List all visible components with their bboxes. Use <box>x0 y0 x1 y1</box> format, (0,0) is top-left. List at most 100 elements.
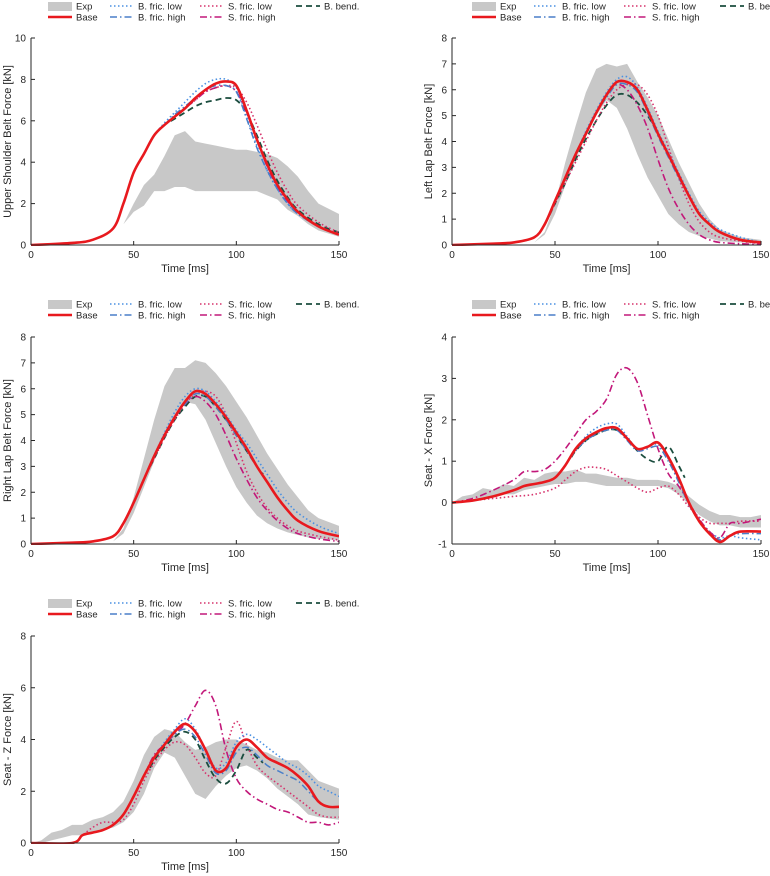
legend-label: B. bend. <box>748 300 770 311</box>
legend-label: S. fric. low <box>228 2 272 13</box>
legend-entry-b-fric-high: B. fric. high <box>110 610 186 621</box>
legend-label: Base <box>76 311 98 322</box>
legend-entry-s-fric-high: S. fric. high <box>624 13 700 24</box>
legend-label: Base <box>76 610 98 621</box>
legend-label: B. bend. <box>324 300 359 311</box>
series-line-s-fric-high <box>452 366 761 539</box>
x-tick-label: 100 <box>228 549 245 560</box>
y-tick-label: 7 <box>441 59 447 70</box>
legend: Exp B. fric. low S. fric. low B. bend. Base B… <box>472 2 770 24</box>
legend-entry-base: Base <box>48 13 98 24</box>
x-axis-label: Time [ms] <box>161 562 209 574</box>
legend-label: S. fric. low <box>228 599 272 610</box>
legend-entry-b-fric-low: B. fric. low <box>110 300 182 311</box>
series-line-base <box>452 425 761 544</box>
legend-entry-b-fric-low: B. fric. low <box>110 2 182 13</box>
legend-entry-s-fric-low: S. fric. low <box>200 599 272 610</box>
x-tick-label: 150 <box>331 549 348 560</box>
y-tick-label: 6 <box>20 683 26 694</box>
legend-entry-b-fric-high: B. fric. high <box>110 311 186 322</box>
series-line-s-fric-low <box>452 466 761 525</box>
x-axis-label: Time [ms] <box>583 562 631 574</box>
x-tick-label: 0 <box>449 250 455 261</box>
legend-swatch <box>472 2 496 11</box>
y-tick-label: 5 <box>441 111 447 122</box>
y-tick-label: 10 <box>15 34 27 45</box>
x-tick-label: 0 <box>28 848 34 859</box>
legend-entry-base: Base <box>48 610 98 621</box>
legend-entry-b-fric-low: B. fric. low <box>534 2 606 13</box>
legend-swatch <box>48 300 72 309</box>
legend-entry-s-fric-low: S. fric. low <box>200 2 272 13</box>
chart-left-lap: Exp B. fric. low S. fric. low B. bend. Base B… <box>423 2 770 276</box>
legend-entry-b-fric-high: B. fric. high <box>110 13 186 24</box>
series-line-s-fric-low <box>452 82 761 246</box>
legend-label: Exp <box>76 2 92 13</box>
y-axis-label: Right Lap Belt Force [kN] <box>2 379 14 502</box>
y-tick-label: 6 <box>20 116 26 127</box>
x-axis-label: Time [ms] <box>583 263 631 275</box>
x-tick-label: 0 <box>28 549 34 560</box>
legend-label: Exp <box>500 300 516 311</box>
legend: Exp B. fric. low S. fric. low B. bend. Base B… <box>48 300 359 322</box>
y-tick-label: 4 <box>20 735 26 746</box>
exp-corridor <box>452 469 761 528</box>
legend-label: B. bend. <box>324 599 359 610</box>
legend-entry-exp: Exp <box>48 599 92 610</box>
legend-entry-s-fric-low: S. fric. low <box>200 300 272 311</box>
series-line-base <box>31 722 339 844</box>
y-tick-label: 4 <box>20 158 26 169</box>
chart-seat-z: Exp B. fric. low S. fric. low B. bend. Base B… <box>2 599 359 874</box>
y-tick-label: 8 <box>441 34 447 45</box>
legend-entry-s-fric-high: S. fric. high <box>200 13 276 24</box>
series-line-b-fric-high <box>31 728 339 844</box>
series-line-s-fric-high <box>452 83 761 246</box>
legend-entry-b-bend: B. bend. <box>296 300 359 311</box>
legend-entry-b-fric-high: B. fric. high <box>534 13 610 24</box>
x-tick-label: 150 <box>753 250 770 261</box>
legend-label: S. fric. high <box>228 610 276 621</box>
legend-entry-exp: Exp <box>472 300 516 311</box>
chart-right-lap: Exp B. fric. low S. fric. low B. bend. Base B… <box>2 300 359 575</box>
series-line-s-fric-low <box>31 720 339 844</box>
legend-entry-b-bend: B. bend. <box>296 2 359 13</box>
x-tick-label: 100 <box>650 549 667 560</box>
legend-label: B. fric. low <box>138 599 182 610</box>
y-tick-label: 1 <box>20 514 26 525</box>
chart-upper-shoulder: Exp B. fric. low S. fric. low B. bend. Base B… <box>2 2 359 276</box>
legend-entry-b-bend: B. bend. <box>720 2 770 13</box>
chart-seat-x: Exp B. fric. low S. fric. low B. bend. Base B… <box>423 300 770 575</box>
legend-entry-exp: Exp <box>48 2 92 13</box>
legend-label: Exp <box>500 2 516 13</box>
exp-corridor <box>113 131 339 237</box>
y-tick-label: 8 <box>20 333 26 344</box>
series-line-b-fric-low <box>31 387 339 545</box>
x-tick-label: 0 <box>28 250 34 261</box>
legend-label: B. fric. low <box>562 300 606 311</box>
y-tick-label: 2 <box>20 787 26 798</box>
legend-label: Base <box>500 311 522 322</box>
legend-entry-b-bend: B. bend. <box>296 599 359 610</box>
y-tick-label: 0 <box>20 839 26 850</box>
y-tick-label: 5 <box>20 410 26 421</box>
x-tick-label: 50 <box>549 250 561 261</box>
y-tick-label: 0 <box>20 540 26 551</box>
legend-label: S. fric. high <box>652 13 700 24</box>
legend-swatch <box>48 2 72 11</box>
x-tick-label: 50 <box>128 250 140 261</box>
legend-entry-exp: Exp <box>48 300 92 311</box>
x-tick-label: 50 <box>128 848 140 859</box>
y-axis-label: Seat - X Force [kN] <box>423 394 435 488</box>
legend-entry-s-fric-high: S. fric. high <box>624 311 700 322</box>
legend-label: S. fric. high <box>228 13 276 24</box>
legend-label: B. fric. high <box>562 311 610 322</box>
exp-corridor <box>31 729 339 843</box>
legend-entry-b-fric-high: B. fric. high <box>534 311 610 322</box>
y-tick-label: 0 <box>20 241 26 252</box>
legend-label: B. fric. low <box>562 2 606 13</box>
legend-entry-s-fric-low: S. fric. low <box>624 300 696 311</box>
x-tick-label: 50 <box>128 549 140 560</box>
legend-label: B. bend. <box>748 2 770 13</box>
legend-label: S. fric. low <box>652 300 696 311</box>
